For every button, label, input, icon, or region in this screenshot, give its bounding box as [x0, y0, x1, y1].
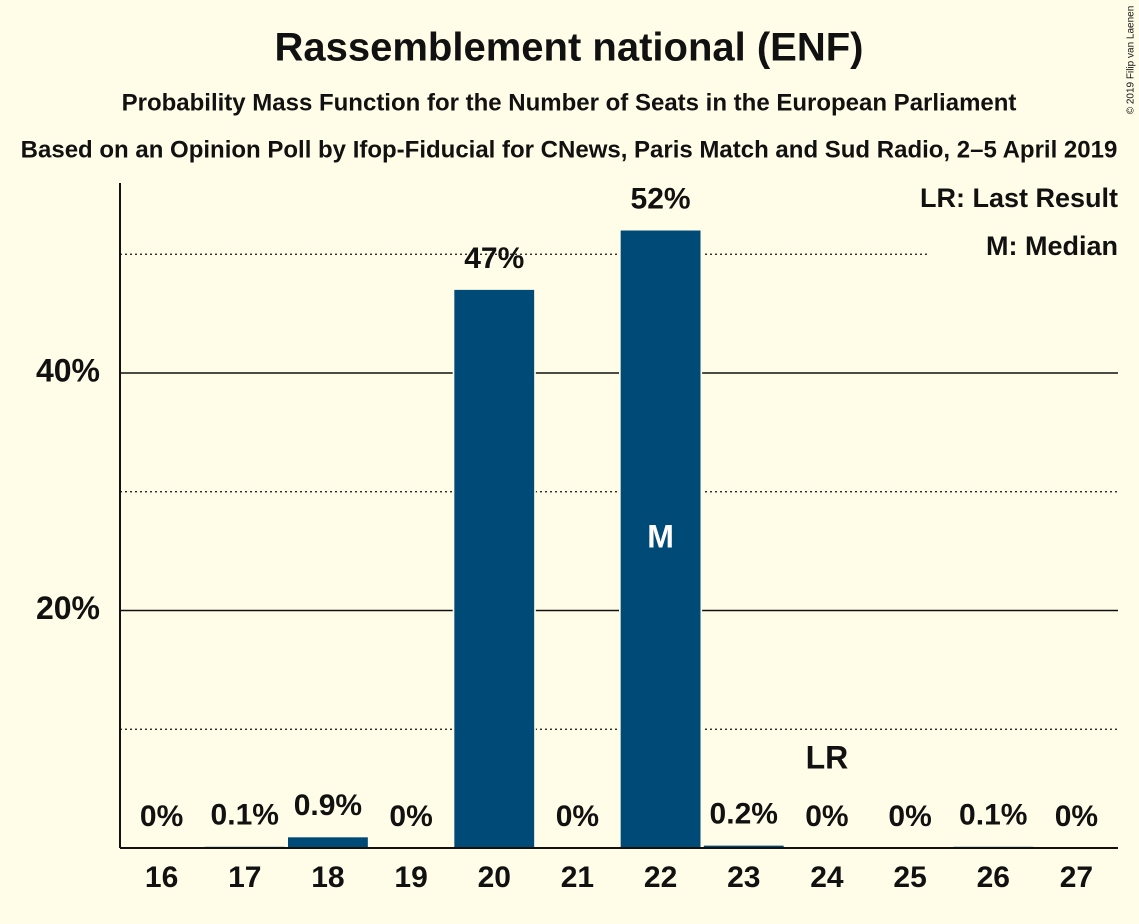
x-tick-label: 24	[810, 861, 844, 894]
y-tick-label: 20%	[36, 590, 100, 626]
chart-title: Rassemblement national (ENF)	[274, 26, 863, 70]
x-tick-label: 20	[478, 861, 511, 894]
chart-source: Based on an Opinion Poll by Ifop-Fiducia…	[21, 136, 1118, 163]
x-tick-label: 21	[561, 861, 594, 894]
value-label: 0%	[389, 800, 432, 833]
x-tick-label: 18	[311, 861, 344, 894]
bar	[620, 230, 701, 848]
value-label: 0%	[140, 800, 183, 833]
value-label: 0%	[1055, 800, 1098, 833]
value-label: 52%	[631, 182, 691, 215]
marker-label: M	[647, 519, 674, 555]
x-tick-label: 23	[727, 861, 760, 894]
value-label: 0.1%	[959, 799, 1027, 832]
value-label: 0.1%	[211, 799, 279, 832]
legend-bg	[928, 182, 1118, 216]
x-tick-label: 19	[394, 861, 427, 894]
bar	[287, 837, 368, 848]
y-tick-label: 40%	[36, 352, 100, 388]
marker-label: LR	[806, 739, 849, 775]
x-tick-label: 25	[893, 861, 926, 894]
x-tick-label: 26	[977, 861, 1010, 894]
value-label: 0.2%	[710, 798, 778, 831]
chart-subtitle: Probability Mass Function for the Number…	[122, 89, 1017, 116]
copyright: © 2019 Filip van Laenen	[1126, 6, 1137, 115]
value-label: 0.9%	[294, 789, 362, 822]
bar	[454, 289, 535, 848]
bar	[703, 845, 784, 848]
legend-entry: M: Median	[986, 231, 1118, 261]
value-label: 0%	[888, 800, 931, 833]
value-label: 0%	[805, 800, 848, 833]
value-label: 0%	[556, 800, 599, 833]
x-tick-label: 22	[644, 861, 677, 894]
legend-entry: LR: Last Result	[920, 183, 1118, 213]
x-tick-label: 16	[145, 861, 178, 894]
x-tick-label: 17	[228, 861, 261, 894]
legend-bg	[928, 230, 1118, 264]
x-tick-label: 27	[1060, 861, 1093, 894]
value-label: 47%	[464, 242, 524, 275]
